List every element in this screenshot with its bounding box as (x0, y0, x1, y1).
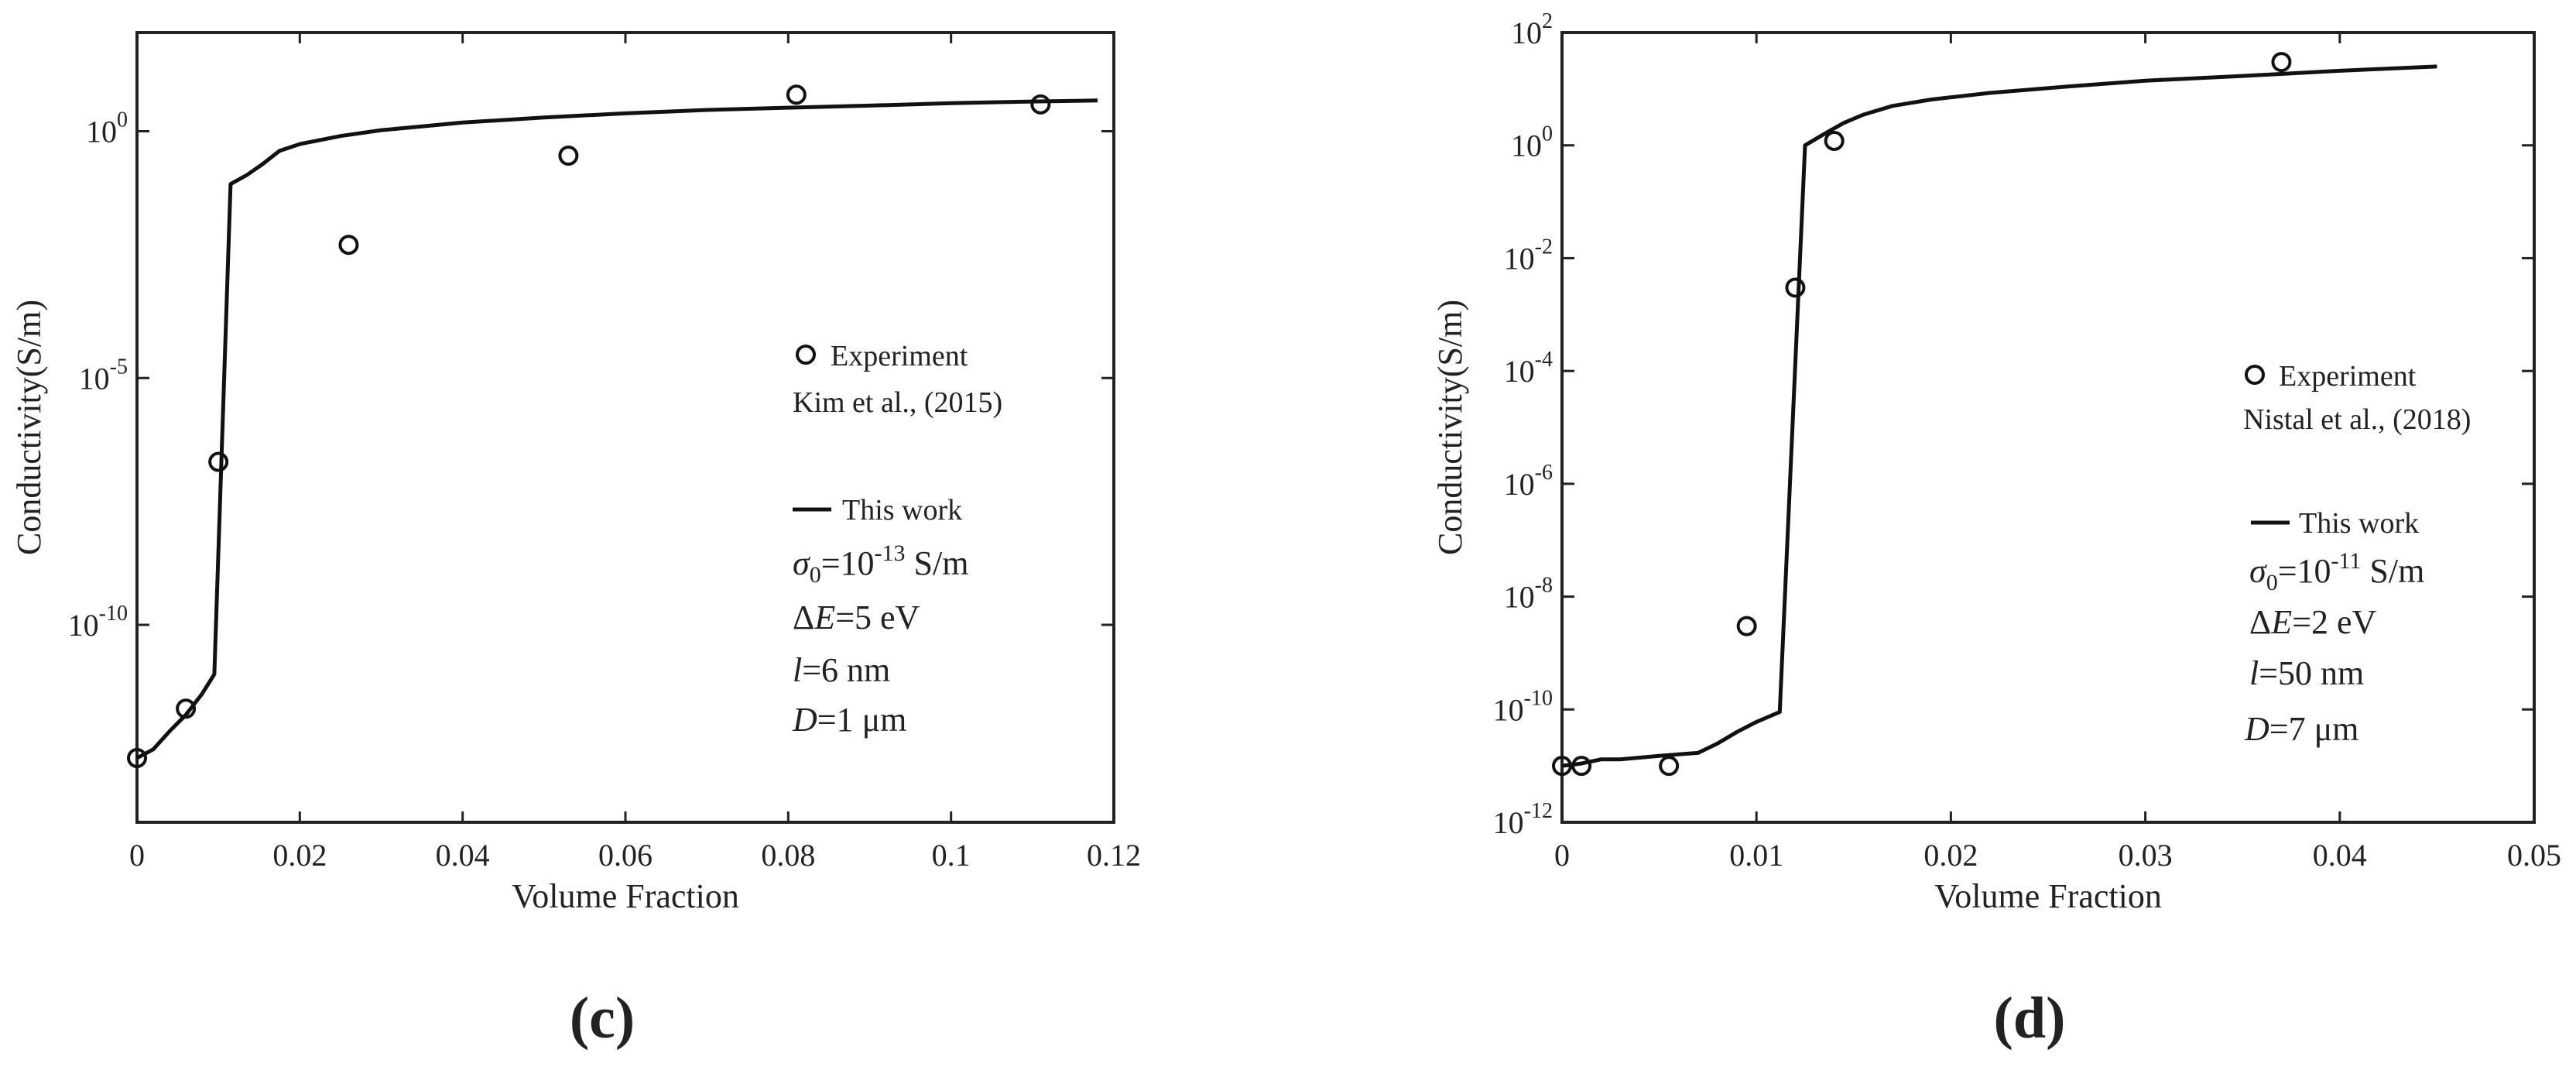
experiment-point (2271, 52, 2292, 73)
y-axis-ticks-c: 100 10-5 10-10 (68, 108, 1114, 643)
legend-marker-experiment-d (2245, 365, 2265, 385)
y-axis-ticks-d: 102 100 10-2 10-4 10-6 10-8 10-10 10-12 (1493, 9, 2534, 840)
y-tick-label: 10-8 (1504, 574, 1553, 615)
y-tick-label: 100 (1511, 122, 1553, 163)
experiment-point (338, 235, 359, 256)
experiment-point (558, 146, 579, 166)
experiment-point (208, 451, 229, 472)
x-tick-label: 0.03 (2119, 838, 2173, 873)
y-tick-label: 10-10 (68, 602, 128, 643)
series-line-this-work (1561, 64, 2437, 768)
legend-marker-experiment-c (796, 345, 816, 365)
x-tick-label: 0.02 (272, 838, 327, 873)
x-tick-label: 0.05 (2507, 838, 2561, 873)
x-axis-ticks-c: 0 0.02 0.04 0.06 0.08 0.1 0.12 (129, 33, 1141, 873)
plot-frame-d (1560, 31, 2536, 824)
x-tick-label: 0.08 (761, 838, 815, 873)
experiment-point (786, 84, 807, 105)
y-tick-label: 10-12 (1493, 799, 1553, 840)
chart-panel-c: 0 0.02 0.04 0.06 0.08 0.1 0.12 100 10-5 10-10 Vo… (10, 31, 1141, 1051)
y-tick-label: 10-5 (79, 355, 128, 396)
x-axis-ticks-d: 0 0.01 0.02 0.03 0.04 0.05 (1554, 33, 2561, 873)
y-tick-label: 10-4 (1504, 348, 1553, 389)
param-sigma-d: σ0=10-11 S/m (2249, 548, 2424, 595)
chart-panel-d: 0 0.01 0.02 0.03 0.04 0.05 102 100 10-2 10-4 10-6… (1431, 9, 2561, 1051)
legend-label-this-work-c: This work (842, 494, 962, 526)
x-tick-label: 0.04 (2313, 838, 2367, 873)
y-tick-label: 102 (1511, 9, 1553, 50)
param-l-d: l=50 nm (2249, 654, 2364, 692)
x-tick-label: 0.1 (932, 838, 971, 873)
x-tick-label: 0 (129, 838, 145, 873)
series-layer-d (1552, 52, 2437, 777)
experiment-point (127, 748, 147, 769)
y-axis-label-d: Conductivity(S/m) (1431, 300, 1469, 555)
panel-label-c: (c) (570, 986, 635, 1051)
y-tick-label: 10-2 (1504, 235, 1553, 276)
experiment-point (1659, 756, 1680, 777)
legend-source-d: Nistal et al., (2018) (2243, 403, 2471, 436)
experiment-point (1785, 277, 1806, 298)
x-axis-label-d: Volume Fraction (1934, 877, 2162, 915)
x-tick-label: 0.01 (1729, 838, 1783, 873)
experiment-point (1736, 616, 1757, 636)
x-tick-label: 0.02 (1923, 838, 1978, 873)
x-tick-label: 0.12 (1087, 838, 1141, 873)
legend-label-experiment-c: Experiment (831, 340, 968, 372)
param-sigma-c: σ0=10-13 S/m (793, 540, 968, 588)
param-delta-e-d: ΔE=2 eV (2249, 603, 2377, 641)
y-axis-label-c: Conductivity(S/m) (10, 300, 48, 555)
experiment-point (1824, 130, 1845, 151)
series-line-this-work (135, 98, 1098, 760)
param-d-d: D=7 μm (2244, 710, 2358, 748)
y-tick-label: 10-6 (1504, 461, 1553, 502)
experiment-point (1030, 94, 1051, 115)
legend-source-c: Kim et al., (2015) (793, 386, 1002, 419)
param-delta-e-c: ΔE=5 eV (793, 599, 920, 636)
x-tick-label: 0 (1554, 838, 1570, 873)
y-tick-label: 10-10 (1493, 686, 1553, 727)
legend-label-this-work-d: This work (2299, 507, 2419, 540)
legend-label-experiment-d: Experiment (2279, 360, 2417, 393)
panel-label-d: (d) (1994, 986, 2066, 1051)
series-layer-c (127, 84, 1098, 769)
param-l-c: l=6 nm (793, 651, 890, 689)
y-tick-label: 100 (86, 108, 128, 149)
x-axis-label-c: Volume Fraction (512, 877, 739, 915)
x-tick-label: 0.06 (598, 838, 653, 873)
param-d-c: D=1 μm (792, 701, 906, 739)
x-tick-label: 0.04 (436, 838, 490, 873)
